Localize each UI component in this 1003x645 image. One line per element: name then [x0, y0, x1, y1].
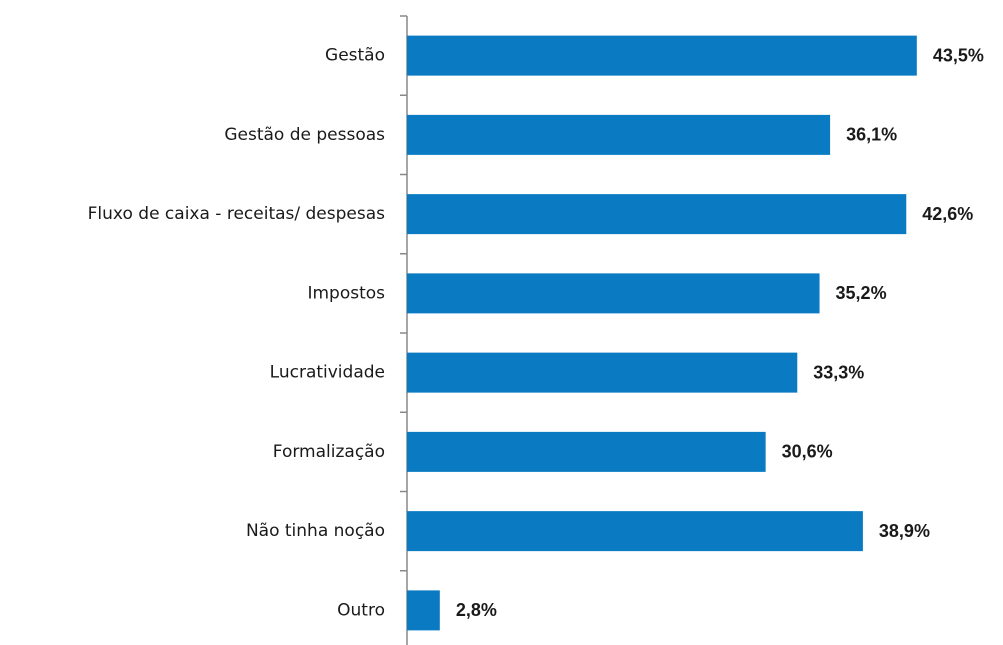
bar	[407, 352, 798, 393]
category-label: Impostos	[307, 283, 385, 303]
category-label: Gestão	[325, 46, 385, 66]
value-label: 42,6%	[922, 204, 973, 224]
value-label: 2,8%	[456, 600, 497, 620]
category-label: Fluxo de caixa - receitas/ despesas	[88, 204, 385, 224]
category-label: Não tinha noção	[246, 521, 385, 541]
value-label: 36,1%	[846, 125, 897, 145]
value-label: 38,9%	[879, 521, 930, 541]
category-label: Formalização	[273, 442, 385, 462]
value-label: 35,2%	[836, 283, 887, 303]
bar	[407, 114, 831, 155]
value-label: 43,5%	[933, 45, 984, 65]
bar	[407, 273, 820, 314]
category-label: Gestão de pessoas	[224, 125, 385, 145]
value-label: 30,6%	[782, 442, 833, 462]
category-label: Outro	[337, 600, 385, 620]
bar	[407, 194, 907, 235]
bar	[407, 511, 863, 552]
bar	[407, 35, 917, 76]
bar	[407, 431, 766, 472]
bar	[407, 590, 440, 631]
value-label: 33,3%	[813, 362, 864, 382]
category-label: Lucratividade	[270, 363, 385, 383]
